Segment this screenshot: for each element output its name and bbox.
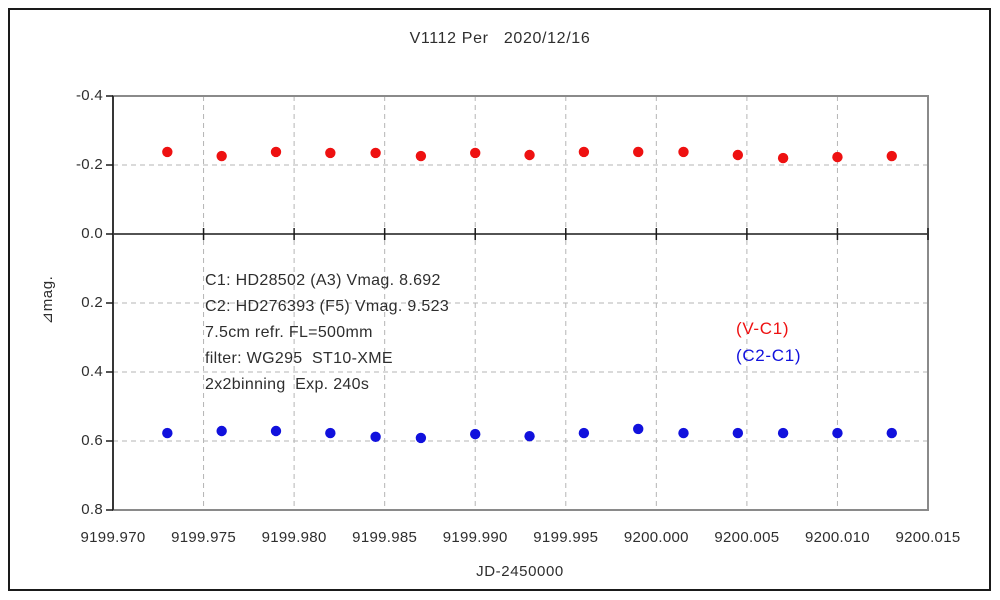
data-point-c2-c1 xyxy=(370,431,381,443)
x-tick-label: 9199.975 xyxy=(171,529,237,546)
y-tick-label: -0.2 xyxy=(75,156,103,173)
data-point-c2-c1 xyxy=(325,427,336,439)
x-tick-label: 9200.010 xyxy=(804,529,870,546)
figure-border xyxy=(8,8,991,591)
data-point-c2-c1 xyxy=(415,432,427,444)
data-point-c2-c1 xyxy=(578,427,590,439)
note-telescope: 7.5cm refr. FL=500mm xyxy=(205,324,373,341)
y-tick-label: 0.2 xyxy=(81,294,103,311)
y-tick-label: 0.4 xyxy=(81,363,103,380)
note-filter-camera: filter: WG295 ST10-XME xyxy=(205,350,393,367)
legend: (V-C1) (C2-C1) xyxy=(736,315,801,369)
y-tick-label: 0.6 xyxy=(81,432,103,449)
data-point-v-c1 xyxy=(777,152,789,164)
data-point-c2-c1 xyxy=(886,427,897,439)
data-point-c2-c1 xyxy=(524,430,535,442)
note-comparison-star-1: C1: HD28502 (A3) Vmag. 8.692 xyxy=(205,272,441,289)
data-point-v-c1 xyxy=(678,146,689,158)
note-comparison-star-2: C2: HD276393 (F5) Vmag. 9.523 xyxy=(205,298,450,315)
data-point-v-c1 xyxy=(832,151,843,163)
observation-notes: C1: HD28502 (A3) Vmag. 8.692 C2: HD27639… xyxy=(205,268,449,398)
x-tick-label: 9200.005 xyxy=(714,529,780,546)
data-point-c2-c1 xyxy=(216,425,227,437)
data-point-v-c1 xyxy=(270,146,282,158)
y-tick-label: -0.4 xyxy=(75,87,103,104)
data-point-c2-c1 xyxy=(470,428,481,440)
data-point-c2-c1 xyxy=(777,427,789,439)
note-binning-exposure: 2x2binning Exp. 240s xyxy=(205,376,370,393)
data-point-c2-c1 xyxy=(832,427,843,439)
legend-entry-v-c1: (V-C1) xyxy=(736,319,790,338)
x-tick-label: 9199.985 xyxy=(352,529,418,546)
data-point-v-c1 xyxy=(886,150,897,162)
data-point-c2-c1 xyxy=(162,427,173,439)
x-tick-label: 9199.990 xyxy=(442,529,508,546)
x-tick-label: 9200.015 xyxy=(895,529,961,546)
data-point-v-c1 xyxy=(732,149,744,161)
data-point-v-c1 xyxy=(370,147,381,159)
y-tick-label: 0.0 xyxy=(81,225,103,242)
legend-entry-c2-c1: (C2-C1) xyxy=(736,346,802,365)
data-point-v-c1 xyxy=(216,150,227,162)
x-axis-title: JD-2450000 xyxy=(476,563,564,580)
x-tick-label: 9199.995 xyxy=(533,529,599,546)
data-point-c2-c1 xyxy=(633,423,644,435)
x-tick-label: 9200.000 xyxy=(623,529,689,546)
chart-title: V1112 Per 2020/12/16 xyxy=(409,30,591,47)
data-point-v-c1 xyxy=(415,150,427,162)
y-axis-title: ⊿mag. xyxy=(39,275,56,325)
data-point-v-c1 xyxy=(325,147,336,159)
x-tick-label: 9199.970 xyxy=(80,529,146,546)
data-point-v-c1 xyxy=(633,146,644,158)
x-tick-label: 9199.980 xyxy=(261,529,327,546)
data-point-v-c1 xyxy=(162,146,173,158)
data-point-v-c1 xyxy=(470,147,481,159)
y-tick-label: 0.8 xyxy=(81,501,103,518)
data-point-c2-c1 xyxy=(678,427,689,439)
data-point-v-c1 xyxy=(578,146,590,158)
data-point-v-c1 xyxy=(524,149,535,161)
data-point-c2-c1 xyxy=(732,427,744,439)
data-point-c2-c1 xyxy=(270,425,282,437)
